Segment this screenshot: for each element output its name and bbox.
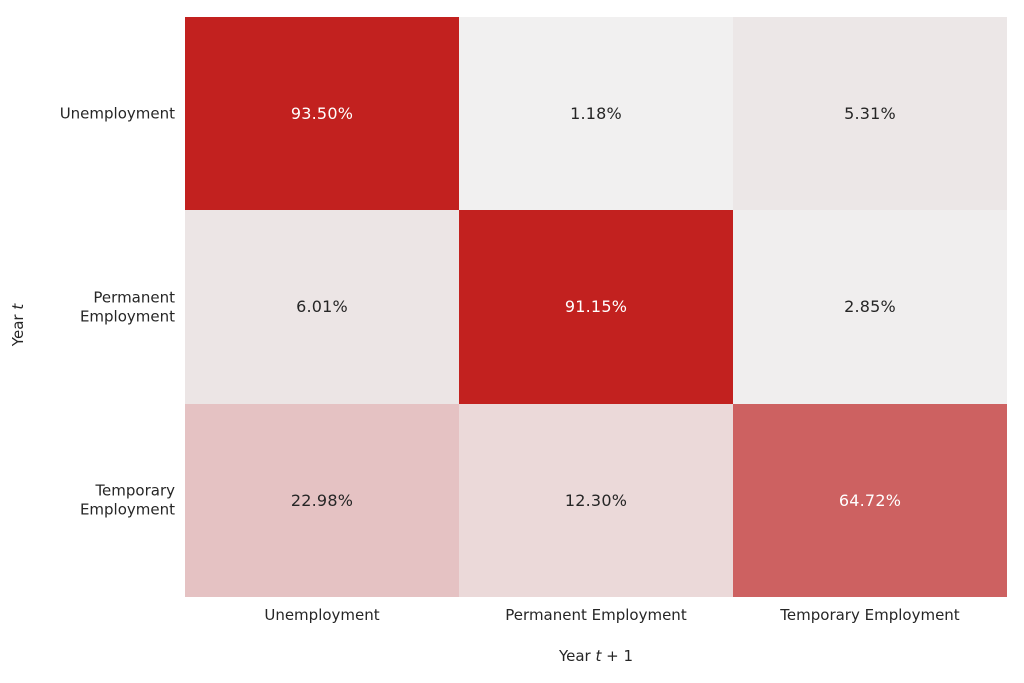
x-tick-label-2: Temporary Employment	[780, 606, 960, 624]
y-tick-label-1: Permanent Employment	[79, 288, 175, 325]
cell-value-label: 1.18%	[570, 104, 622, 124]
heatmap-grid: 93.50% 1.18% 5.31% 6.01% 91.15% 2.85% 22.98% 12…	[185, 17, 1007, 597]
x-axis-label: Year t + 1	[558, 647, 634, 665]
heatmap-cell-r1c2: 2.85%	[733, 210, 1007, 404]
cell-value-label: 5.31%	[844, 104, 896, 124]
heatmap-cell-r2c0: 22.98%	[185, 403, 459, 597]
heatmap-cell-r0c2: 5.31%	[733, 17, 1007, 211]
cell-value-label: 91.15%	[564, 297, 628, 317]
cell-value-label: 93.50%	[290, 104, 354, 124]
heatmap-cell-r1c0: 6.01%	[185, 210, 459, 404]
y-tick-label-0: Unemployment	[59, 104, 175, 123]
heatmap-cell-r0c1: 1.18%	[459, 17, 733, 211]
x-tick-label-1: Permanent Employment	[505, 606, 687, 624]
heatmap-cell-r2c1: 12.30%	[459, 403, 733, 597]
cell-value-label: 2.85%	[844, 297, 896, 317]
heatmap-cell-r1c1: 91.15%	[459, 210, 733, 404]
cell-value-label: 64.72%	[838, 490, 902, 510]
heatmap-cell-r2c2: 64.72%	[733, 403, 1007, 597]
heatmap-cell-r0c0: 93.50%	[185, 17, 459, 211]
x-tick-label-0: Unemployment	[264, 606, 380, 624]
cell-value-label: 12.30%	[564, 490, 628, 510]
cell-value-label: 22.98%	[290, 490, 354, 510]
cell-value-label: 6.01%	[296, 297, 348, 317]
y-tick-label-2: Temporary Employment	[79, 481, 175, 519]
